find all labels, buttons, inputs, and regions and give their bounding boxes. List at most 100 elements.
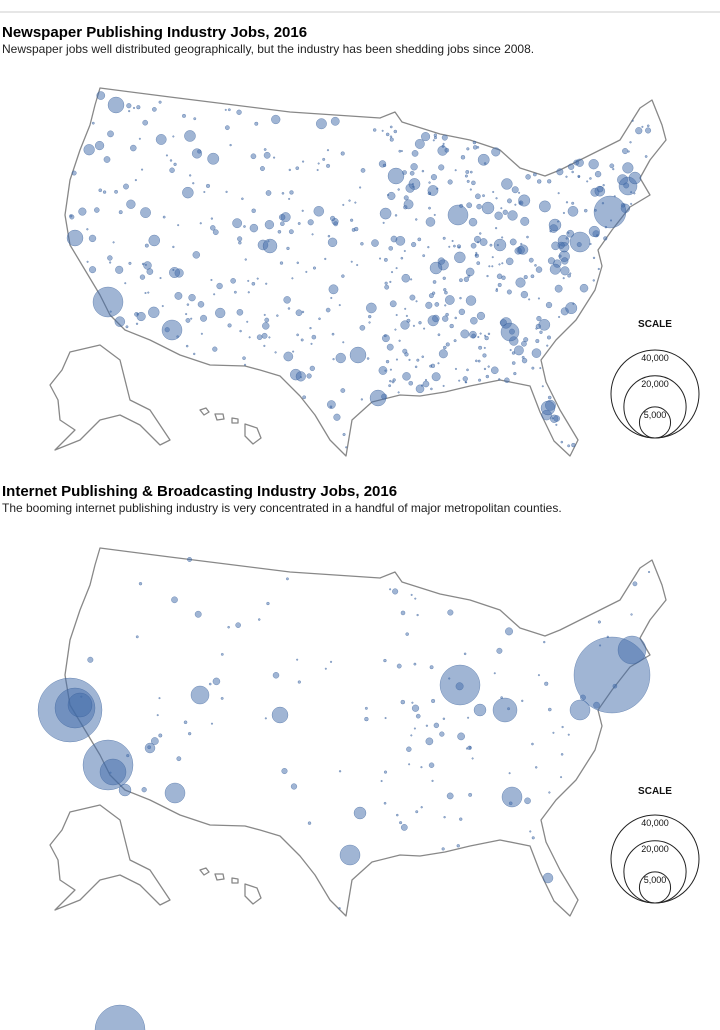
bubble	[109, 261, 112, 264]
bubble	[162, 215, 166, 219]
bubble	[428, 206, 431, 210]
bubble	[264, 317, 270, 323]
bubble	[481, 201, 495, 215]
bubble	[537, 297, 540, 300]
bubble	[429, 665, 434, 670]
bubble	[501, 178, 513, 190]
bubble	[172, 245, 175, 249]
bubble	[644, 155, 648, 158]
bubble	[342, 432, 346, 437]
bubble	[395, 313, 398, 317]
bubble	[265, 190, 272, 196]
bubble	[241, 197, 244, 201]
bubble	[350, 260, 353, 263]
bubble	[359, 324, 366, 331]
bubble	[427, 246, 430, 249]
bubble	[429, 261, 443, 275]
bubble	[165, 154, 168, 157]
bubble	[408, 763, 411, 766]
bubble	[383, 770, 388, 774]
bubble	[380, 779, 383, 783]
bubble	[444, 295, 455, 305]
bubble	[596, 185, 604, 193]
bubble	[466, 147, 470, 151]
bubble	[181, 113, 186, 118]
bubble	[536, 315, 542, 322]
bubble	[324, 257, 327, 261]
bubble	[158, 100, 162, 104]
bubble	[459, 278, 463, 283]
bubble	[402, 372, 411, 381]
bubble	[191, 148, 203, 159]
bubble	[479, 238, 488, 247]
bubble	[429, 364, 433, 368]
bubble	[497, 282, 502, 288]
bubble	[492, 697, 518, 723]
bubble	[535, 327, 538, 330]
bubble	[494, 226, 498, 230]
bubble	[395, 267, 398, 270]
bubble	[444, 147, 450, 153]
bubble	[593, 195, 627, 229]
bubble	[565, 237, 568, 240]
bubble	[192, 352, 196, 356]
bubble	[354, 226, 359, 232]
bubble	[348, 199, 351, 202]
bubble	[262, 322, 270, 330]
bubble	[403, 249, 406, 253]
bubble	[254, 121, 259, 126]
bubble	[547, 707, 552, 712]
bubble	[271, 706, 289, 724]
scale-circle	[638, 406, 672, 439]
scale-circle	[638, 871, 672, 904]
bubble	[647, 570, 651, 574]
bubble	[287, 307, 291, 310]
bubble	[342, 203, 345, 206]
bubble	[417, 237, 422, 242]
bubble	[521, 357, 528, 364]
bubble	[547, 179, 552, 184]
bubble	[67, 692, 93, 718]
bubble	[476, 241, 480, 244]
bubble	[147, 291, 150, 294]
bubble	[442, 717, 446, 721]
bubble	[297, 680, 301, 684]
bubble	[571, 201, 575, 205]
bubble	[484, 335, 489, 341]
bubble	[140, 207, 151, 219]
bubble	[98, 188, 103, 193]
bubble	[504, 377, 510, 383]
bubble	[597, 620, 601, 624]
bubble	[71, 170, 77, 176]
bubble	[360, 168, 366, 173]
bubble	[465, 170, 470, 174]
bubble	[456, 844, 460, 848]
bubble	[456, 244, 462, 249]
bubble	[486, 274, 489, 278]
bubble	[442, 276, 446, 280]
bubble	[500, 322, 520, 342]
bubble	[531, 836, 535, 840]
bubble	[194, 610, 202, 618]
bubble	[457, 732, 465, 741]
bubble	[389, 135, 393, 138]
bubble	[266, 601, 270, 606]
bubble	[539, 330, 543, 334]
bubble	[360, 398, 364, 401]
bubble	[557, 192, 560, 195]
bubble	[413, 727, 416, 730]
bubble	[400, 610, 406, 616]
bubble	[274, 351, 277, 354]
bubble	[383, 257, 388, 262]
bubble	[364, 716, 369, 722]
bubble	[546, 335, 552, 340]
bubble	[409, 170, 415, 176]
bubble	[443, 288, 447, 292]
bubble	[301, 209, 304, 212]
bubble	[203, 190, 206, 194]
bubble	[448, 245, 451, 248]
bubble	[473, 703, 487, 717]
bubble	[437, 362, 440, 365]
bubble	[513, 345, 524, 356]
bubble	[385, 359, 390, 364]
